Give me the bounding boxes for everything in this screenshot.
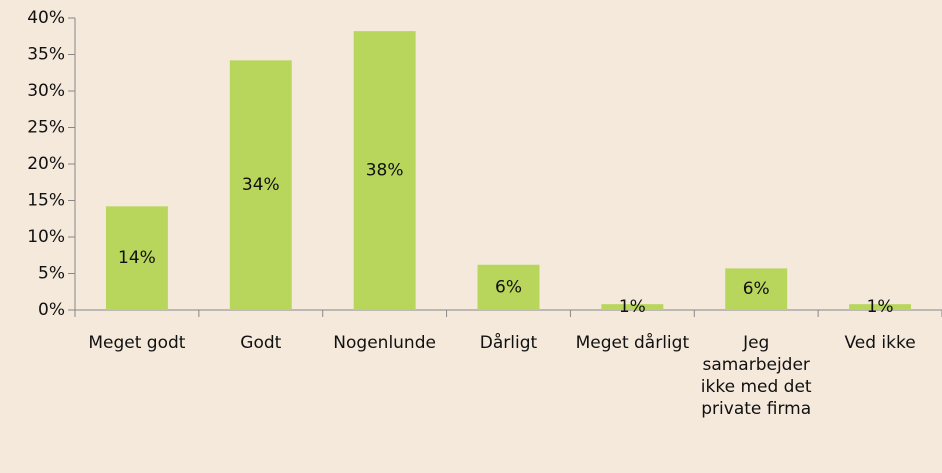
data-label: 14% — [118, 248, 156, 268]
y-tick-label: 10% — [27, 227, 65, 247]
bar — [353, 31, 416, 310]
x-tick-label: Meget dårligt — [575, 333, 690, 353]
x-tick-label: Nogenlunde — [333, 333, 436, 353]
bar — [725, 268, 788, 310]
data-label: 34% — [242, 175, 280, 195]
data-label: 1% — [867, 297, 894, 317]
bar — [477, 264, 540, 310]
bar — [601, 304, 664, 310]
y-tick-label: 0% — [38, 300, 65, 320]
data-label: 6% — [743, 279, 770, 299]
x-tick-label: Dårligt — [479, 333, 538, 353]
bar — [229, 60, 292, 311]
data-label: 38% — [366, 161, 404, 181]
x-tick-label: Godt — [240, 333, 282, 353]
x-tick-label: Meget godt — [88, 333, 186, 353]
y-tick-label: 15% — [27, 191, 65, 211]
data-label: 6% — [495, 277, 522, 297]
y-tick-label: 30% — [27, 81, 65, 101]
data-label: 1% — [619, 297, 646, 317]
y-tick-label: 40% — [27, 8, 65, 28]
bar — [105, 206, 168, 310]
y-tick-label: 5% — [38, 264, 65, 284]
y-tick-label: 35% — [27, 45, 65, 65]
x-tick-label: Jeg samarbejder ikke med det private fir… — [700, 333, 812, 419]
x-tick-label: Ved ikke — [844, 333, 916, 353]
bar — [849, 304, 912, 310]
y-tick-label: 25% — [27, 118, 65, 138]
y-tick-label: 20% — [27, 154, 65, 174]
